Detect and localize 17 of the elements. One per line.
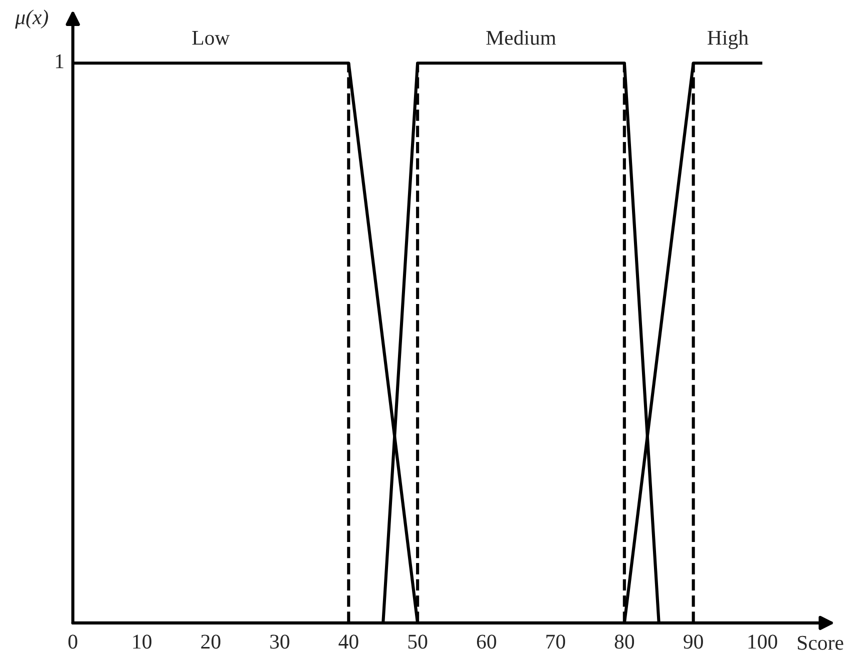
- x-axis-title: Score: [798, 636, 844, 650]
- x-tick-label: 70: [546, 634, 566, 649]
- x-tick-label: 100: [748, 634, 778, 649]
- series-label: High: [708, 30, 748, 50]
- x-tick-label: 80: [614, 634, 634, 649]
- text: 1: [56, 54, 64, 68]
- x-tick-label: 90: [684, 634, 703, 649]
- x-tick-label: 0: [68, 634, 78, 649]
- x-tick-label: 50: [408, 634, 428, 649]
- series-label: Low: [192, 31, 230, 45]
- x-tick-label: 40: [338, 634, 358, 649]
- x-tick-label: 20: [201, 634, 220, 649]
- x-tick-label: 60: [476, 634, 496, 649]
- series-label: Medium: [486, 30, 556, 45]
- x-tick-label: 10: [133, 634, 152, 649]
- x-tick-label: 30: [270, 634, 290, 649]
- y-axis-title: μ(x): [15, 10, 48, 29]
